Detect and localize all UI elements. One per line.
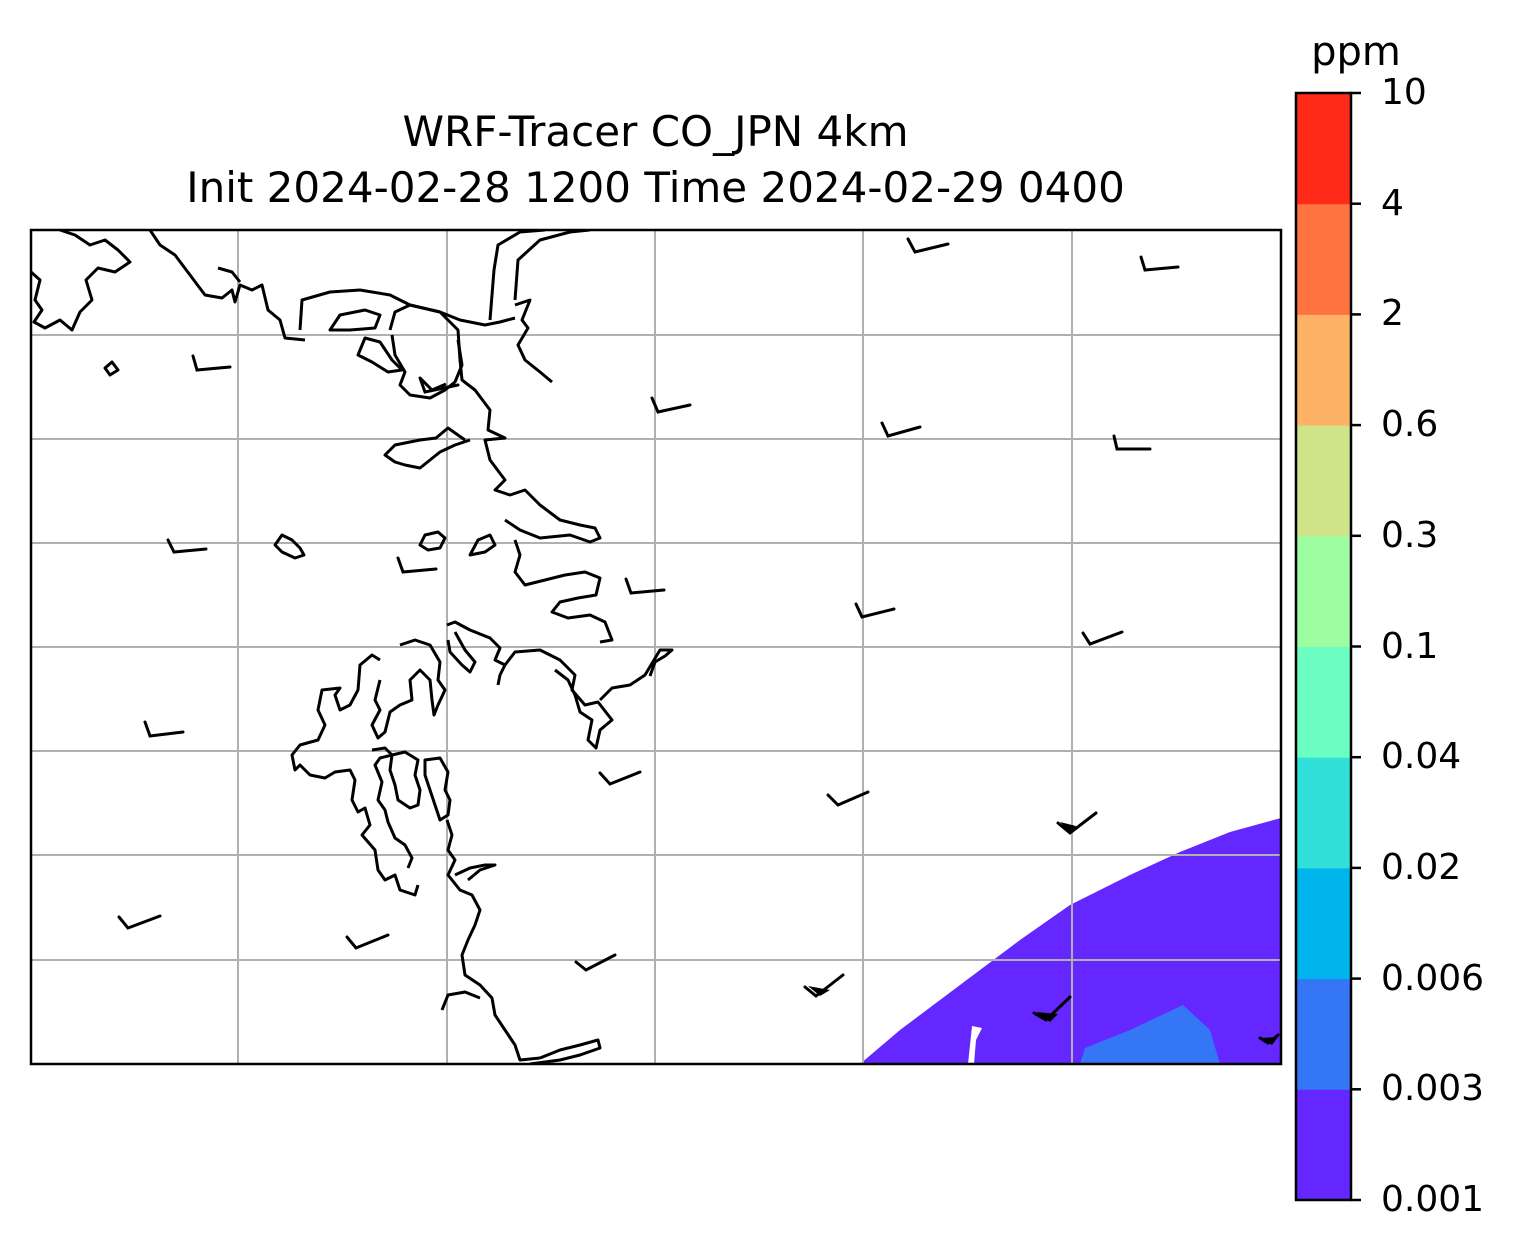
coastline-inlet-2 (390, 334, 464, 400)
colorbar-segment (1296, 1089, 1351, 1201)
coastline-mid-east (598, 648, 674, 702)
colorbar-segment (1296, 646, 1351, 758)
wind-barb (166, 538, 208, 554)
coastline-south-bay (454, 863, 497, 882)
wind-barb (191, 354, 232, 372)
wind-barb (650, 396, 692, 414)
field-gap (968, 1026, 982, 1064)
wind-barb (143, 720, 185, 738)
coastline-river-east-2 (513, 230, 591, 301)
colorbar-tick-label: 0.02 (1381, 846, 1462, 888)
coastline-north-lake-2 (217, 266, 242, 283)
wind-barb (906, 237, 950, 254)
wind-barb (880, 421, 922, 438)
colorbar-segment (1296, 867, 1351, 980)
coastline-mid-south (503, 648, 614, 750)
field-level-0.003 (1080, 1005, 1220, 1064)
coastline-mid-2 (446, 620, 507, 686)
wind-barb (624, 577, 666, 595)
wind-barb (1081, 630, 1124, 646)
coastline-south (445, 819, 541, 1062)
gridlines (31, 230, 1281, 1064)
coastline-north-lake (148, 230, 306, 342)
colorbar-unit: ppm (1311, 29, 1401, 75)
colorbar-segment (1296, 203, 1351, 315)
map-title-line1: WRF-Tracer CO_JPN 4km (402, 107, 909, 156)
coastline-west-coast (290, 653, 420, 897)
coastline-lake-central (388, 750, 422, 810)
wind-barb (396, 556, 438, 574)
colorbar-segment (1296, 535, 1351, 647)
coastline-river-east-3 (514, 298, 553, 384)
concentration-field (860, 818, 1281, 1064)
coastline-north-inlet (328, 308, 382, 332)
colorbar-segment (1296, 93, 1351, 205)
wind-barb-flags (808, 822, 1278, 1045)
coastline-peninsula-west (446, 631, 477, 674)
coastline-central-lakes (418, 530, 447, 552)
wind-barb (574, 953, 617, 972)
wind-barb (803, 973, 845, 998)
colorbar-tick-label: 0.006 (1381, 957, 1485, 999)
colorbar-tick-label: 0.6 (1381, 404, 1439, 446)
coastline-bay (383, 426, 471, 470)
wind-barb (854, 602, 896, 619)
wind-barb-flag (1260, 1037, 1278, 1045)
colorbar-tick-label: 4 (1381, 182, 1404, 224)
wind-barb (598, 770, 642, 786)
coastline-inlet-1 (356, 336, 404, 374)
coastline-island-2 (103, 360, 120, 377)
wind-barb (1139, 255, 1180, 272)
wind-barb-flag (808, 986, 830, 996)
coastline-central-lakes-2 (468, 533, 497, 557)
colorbar-segment (1296, 314, 1351, 426)
colorbar-segment (1296, 757, 1351, 869)
coastlines (31, 230, 674, 1064)
coastline-mid (513, 539, 614, 644)
coastline-river-east (488, 230, 546, 321)
wind-barb-flag (1036, 1012, 1058, 1022)
coastline-northwest (31, 230, 132, 332)
colorbar-segment (1296, 978, 1351, 1090)
wind-barb (117, 914, 162, 930)
coastline-south-tip (529, 1038, 602, 1064)
colorbar-tick-label: 0.04 (1381, 736, 1462, 778)
coastline-island-1 (273, 533, 306, 560)
wind-barb (345, 933, 390, 950)
colorbar-tick-label: 0.1 (1381, 625, 1439, 667)
colorbar-tick-label: 0.3 (1381, 514, 1439, 556)
wind-barb (1112, 434, 1152, 451)
coastline-central-west (388, 303, 602, 544)
wind-barb-flag (1060, 822, 1076, 833)
colorbar-segment (1296, 425, 1351, 537)
map-frame (29, 228, 1283, 1066)
coastline-lake-central-2 (423, 756, 452, 822)
colorbar-tick-label: 0.001 (1381, 1179, 1485, 1220)
field-level-0.001 (860, 818, 1281, 1064)
wind-barb (826, 790, 870, 807)
colorbar-tick-label: 10 (1381, 72, 1427, 113)
colorbar (1294, 91, 1361, 1202)
map-title-line2: Init 2024-02-28 1200 Time 2024-02-29 040… (186, 163, 1125, 212)
colorbar-tick-label: 2 (1381, 293, 1404, 335)
wind-barb (418, 376, 460, 394)
coastline-south-cape (440, 990, 481, 1011)
wind-barb (1032, 995, 1072, 1022)
coastline-central (370, 638, 447, 740)
colorbar-tick-label: 0.003 (1381, 1068, 1485, 1110)
